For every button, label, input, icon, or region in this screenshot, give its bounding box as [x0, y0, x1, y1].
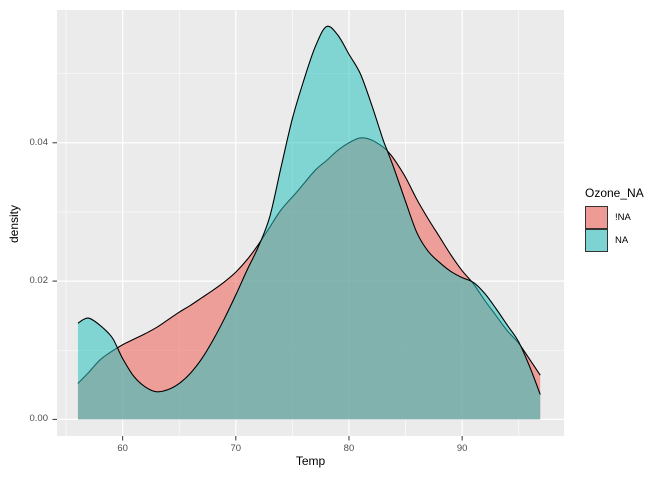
legend-item-not-na: !NA	[585, 206, 644, 229]
y-axis-title: density	[7, 204, 21, 244]
x-tick-label: 70	[230, 443, 242, 454]
legend-key-swatch-not-na	[585, 206, 608, 229]
y-tick-label: 0.02	[29, 275, 49, 287]
x-tick-label: 90	[456, 443, 468, 454]
y-tick-label: 0.00	[29, 413, 49, 425]
x-tick-label: 80	[343, 443, 355, 454]
y-tick-label: 0.04	[29, 136, 49, 148]
legend: Ozone_NA !NA NA	[585, 186, 644, 252]
density-outline-NA	[77, 25, 541, 395]
legend-item-na: NA	[585, 228, 644, 252]
density-area-NA	[77, 26, 541, 420]
x-tick-label: 60	[117, 443, 128, 454]
legend-item-label: NA	[615, 235, 629, 246]
legend-key-swatch-na	[585, 228, 608, 252]
x-axis-title: Temp	[295, 454, 326, 468]
legend-title: Ozone_NA	[585, 186, 644, 200]
legend-item-label: !NA	[615, 212, 631, 223]
